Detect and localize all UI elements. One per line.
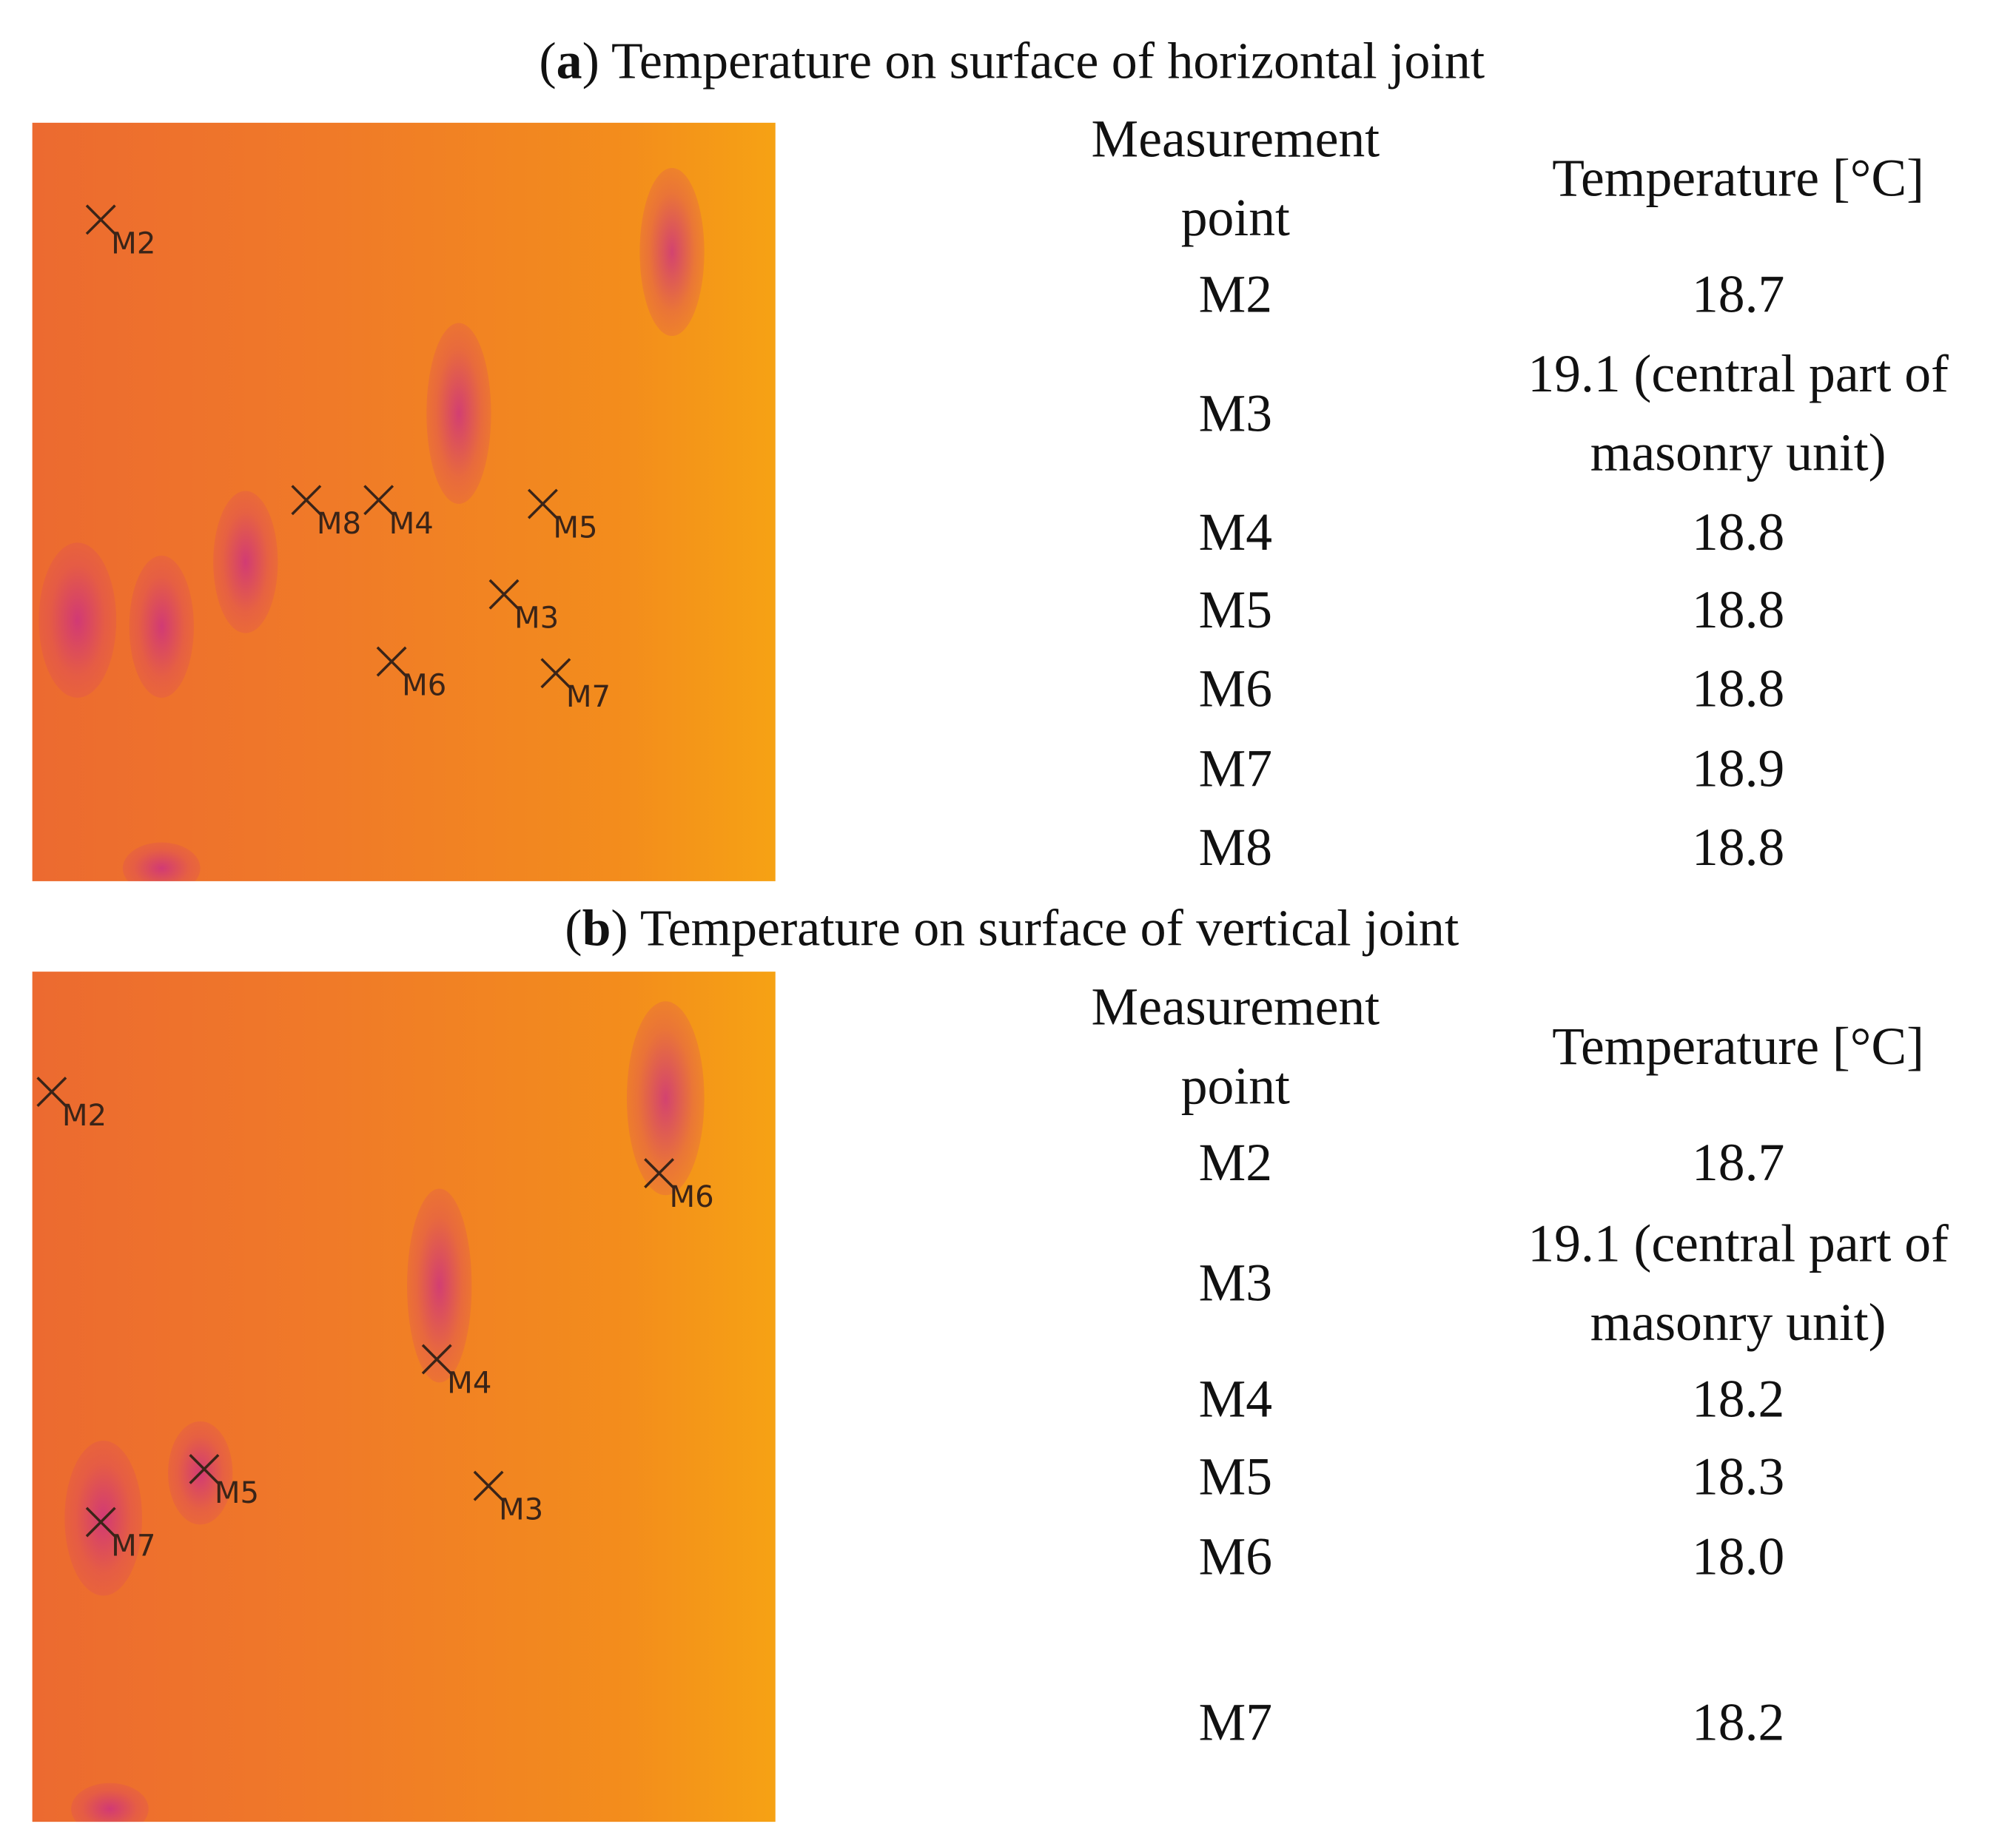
table-cell: M5 (1198, 1446, 1273, 1507)
marker-label: M5 (214, 1476, 260, 1511)
table-cell: M7 (1198, 738, 1273, 798)
heat-spot (38, 542, 117, 698)
table-cell: 18.3 (1691, 1446, 1785, 1507)
table-cell: 18.0 (1691, 1526, 1785, 1586)
marker-label: M4 (447, 1367, 492, 1401)
marker-cross (421, 1344, 452, 1375)
marker-label: M8 (316, 508, 362, 542)
marker-label: M3 (514, 602, 560, 636)
table-cell: 18.9 (1691, 738, 1785, 798)
table-header: Temperature [°C] (1552, 1016, 1924, 1076)
table-cell: 18.7 (1691, 1132, 1785, 1192)
table-header: Temperature [°C] (1552, 147, 1924, 208)
table-cell: 19.1 (central part of masonry unit) (1528, 343, 1949, 482)
marker-label: M3 (499, 1493, 544, 1528)
marker-cross (85, 204, 116, 235)
heat-spot (626, 1001, 705, 1196)
marker-label: M6 (402, 669, 447, 703)
table-cell: M2 (1198, 264, 1273, 324)
panel-label: b (582, 898, 611, 957)
panel-title: (a) Temperature on surface of horizontal… (539, 30, 1485, 91)
marker-cross (376, 646, 407, 677)
marker-label: M7 (565, 681, 611, 715)
title-text: ) Temperature on surface of vertical joi… (611, 898, 1459, 957)
marker-cross (488, 579, 520, 610)
table-header: Measurement point (1091, 108, 1380, 247)
table-cell: 18.7 (1691, 264, 1785, 324)
table-cell: M6 (1198, 658, 1273, 718)
table-cell: M4 (1198, 1369, 1273, 1429)
title-text: ) Temperature on surface of horizontal j… (582, 31, 1485, 90)
table-cell: M7 (1198, 1691, 1273, 1751)
table-cell: 18.8 (1691, 817, 1785, 877)
marker-label: M2 (61, 1100, 107, 1134)
table-cell: M5 (1198, 579, 1273, 639)
table-cell: 18.8 (1691, 658, 1785, 718)
thermal-image: M2 M6 M4 M5 M3 M7 (32, 972, 776, 1822)
table-cell: 18.2 (1691, 1691, 1785, 1751)
marker-cross (189, 1453, 220, 1484)
panel-title: (b) Temperature on surface of vertical j… (565, 898, 1459, 958)
marker-label: M5 (553, 511, 598, 545)
table-cell: 19.1 (central part of masonry unit) (1528, 1213, 1949, 1352)
table-cell: M3 (1198, 383, 1273, 443)
table-cell: 18.2 (1691, 1369, 1785, 1429)
thermal-image: M2 M8 M4 M5 M3 M6 M7 (32, 122, 776, 881)
marker-label: M4 (389, 508, 434, 542)
table-cell: M4 (1198, 502, 1273, 562)
marker-label: M7 (111, 1529, 156, 1563)
marker-label: M2 (111, 227, 156, 261)
table-header: Measurement point (1091, 977, 1380, 1115)
marker-label: M6 (669, 1181, 714, 1215)
marker-cross (644, 1158, 675, 1188)
heat-spot (71, 1783, 149, 1822)
heat-spot (407, 1188, 472, 1383)
table-cell: M6 (1198, 1526, 1273, 1586)
marker-cross (363, 485, 394, 516)
heat-spot (639, 168, 705, 337)
panel-label: a (556, 31, 582, 90)
title-paren: ( (565, 898, 582, 957)
heat-spot (213, 491, 278, 633)
marker-cross (291, 485, 322, 516)
marker-cross (540, 658, 571, 689)
table-cell: M8 (1198, 817, 1273, 877)
heat-spot (426, 323, 491, 505)
marker-layer (85, 204, 571, 689)
heat-spot (122, 842, 201, 881)
marker-cross (473, 1470, 504, 1501)
marker-cross (85, 1507, 116, 1538)
title-paren: ( (539, 31, 557, 90)
table-cell: M2 (1198, 1132, 1273, 1192)
marker-cross (36, 1077, 67, 1107)
heat-spot (129, 555, 194, 698)
table-cell: 18.8 (1691, 502, 1785, 562)
marker-cross (527, 488, 558, 519)
table-cell: 18.8 (1691, 579, 1785, 639)
marker-layer (36, 1077, 675, 1538)
table-cell: M3 (1198, 1252, 1273, 1313)
